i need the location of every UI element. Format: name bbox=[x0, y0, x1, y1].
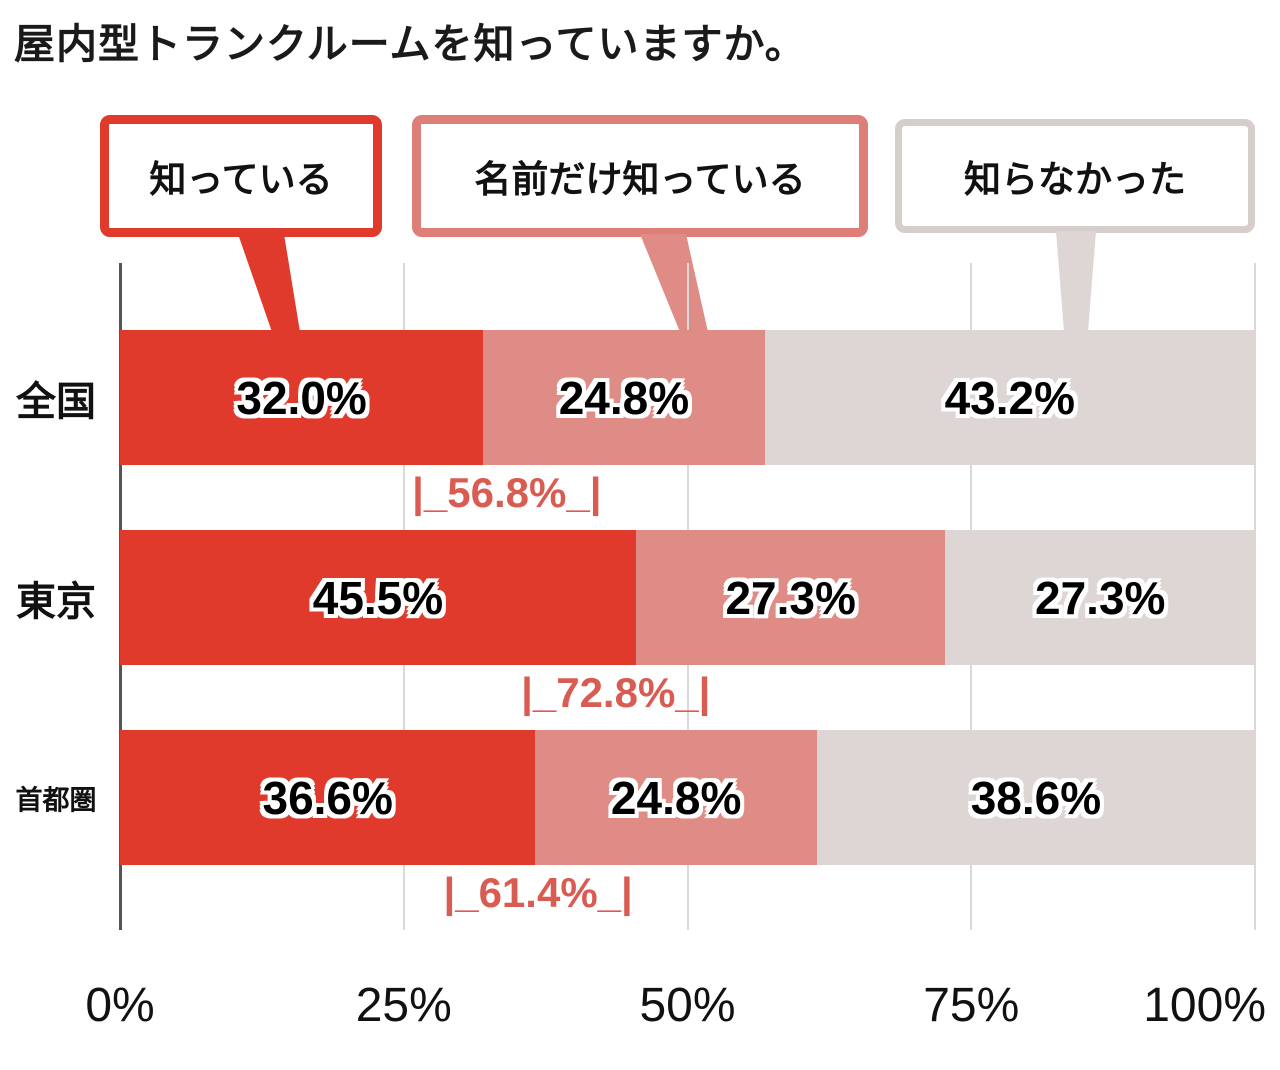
bar-segment-2-2: 38.6% bbox=[816, 730, 1255, 865]
subtotal-bracket-1: |_72.8%_| bbox=[521, 669, 711, 716]
x-tick-50: 50% bbox=[639, 979, 736, 1032]
bar-row-1: 45.5% 27.3% 27.3% bbox=[120, 530, 1256, 665]
legend-item-did-not-know: 知らなかった bbox=[895, 119, 1255, 233]
bar-value-label: 24.8% bbox=[558, 371, 690, 424]
bar-row-0: 32.0% 24.8% 43.2% bbox=[120, 330, 1255, 465]
bar-value-label: 27.3% bbox=[1035, 571, 1166, 624]
category-label-2: 首都圏 bbox=[15, 785, 97, 815]
chart-title: 屋内型トランクルームを知っていますか。 bbox=[14, 21, 807, 67]
bar-segment-2-1: 24.8% bbox=[535, 730, 817, 865]
x-tick-25: 25% bbox=[355, 979, 452, 1032]
bar-value-label: 36.6% bbox=[262, 771, 393, 824]
subtotal-bracket-0: |_56.8%_| bbox=[412, 469, 602, 516]
x-tick-75: 75% bbox=[923, 979, 1020, 1032]
bar-value-label: 45.5% bbox=[312, 571, 444, 624]
x-tick-100: 100% bbox=[1143, 979, 1266, 1032]
bar-value-label: 24.8% bbox=[610, 771, 742, 824]
bar-value-label: 43.2% bbox=[944, 371, 1076, 424]
bar-segment-1-2: 27.3% bbox=[945, 530, 1256, 665]
bar-segment-0-1: 24.8% bbox=[483, 330, 765, 465]
bar-value-label: 27.3% bbox=[725, 571, 856, 624]
bar-value-label: 38.6% bbox=[970, 771, 1102, 824]
bar-row-2: 36.6% 24.8% 38.6% bbox=[120, 730, 1255, 865]
subtotal-bracket-2: |_61.4%_| bbox=[443, 869, 633, 916]
bar-value-label: 32.0% bbox=[236, 371, 367, 424]
category-label-1: 東京 bbox=[16, 579, 96, 624]
legend-label-know: 知っている bbox=[149, 159, 333, 200]
x-tick-0: 0% bbox=[85, 979, 155, 1032]
bar-segment-0-2: 43.2% bbox=[764, 330, 1255, 465]
legend-label-name-only: 名前だけ知っている bbox=[474, 159, 806, 200]
legend-label-did-not-know: 知らなかった bbox=[964, 159, 1186, 200]
category-label-0: 全国 bbox=[16, 379, 96, 424]
plot-area: 32.0% 24.8% 43.2% |_56.8%_| 45.5% 27.3% 27.3% |… bbox=[119, 263, 1256, 930]
bar-segment-0-0: 32.0% bbox=[120, 330, 484, 465]
bar-segment-1-0: 45.5% bbox=[120, 530, 636, 665]
bar-segment-2-0: 36.6% bbox=[120, 730, 536, 865]
bar-segment-1-1: 27.3% bbox=[635, 530, 946, 665]
legend-item-know: 知っている bbox=[100, 115, 382, 237]
legend-item-name-only: 名前だけ知っている bbox=[412, 115, 868, 237]
